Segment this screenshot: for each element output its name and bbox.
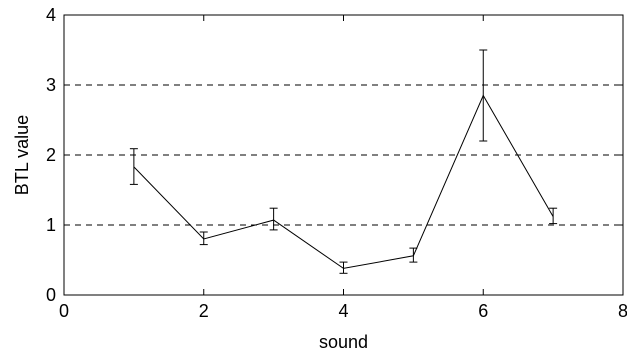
x-axis-label: sound: [319, 332, 368, 352]
y-axis-label: BTL value: [12, 115, 32, 195]
x-tick-label-6: 6: [478, 301, 488, 321]
x-tick-label-0: 0: [59, 301, 69, 321]
y-tick-label-3: 3: [46, 75, 56, 95]
axis-ticks: [63, 14, 624, 296]
data-series: [129, 49, 558, 274]
y-tick-label-0: 0: [46, 285, 56, 305]
x-tick-label-4: 4: [338, 301, 348, 321]
x-tick-label-2: 2: [199, 301, 209, 321]
tick-labels: 0 2 4 6 8 0 1 2 3 4: [46, 5, 627, 321]
y-tick-label-2: 2: [46, 145, 56, 165]
y-tick-label-1: 1: [46, 215, 56, 235]
y-tick-label-4: 4: [46, 5, 56, 25]
x-tick-label-8: 8: [618, 301, 627, 321]
series-line-0: [133, 94, 554, 269]
grid-lines: [64, 84, 623, 226]
